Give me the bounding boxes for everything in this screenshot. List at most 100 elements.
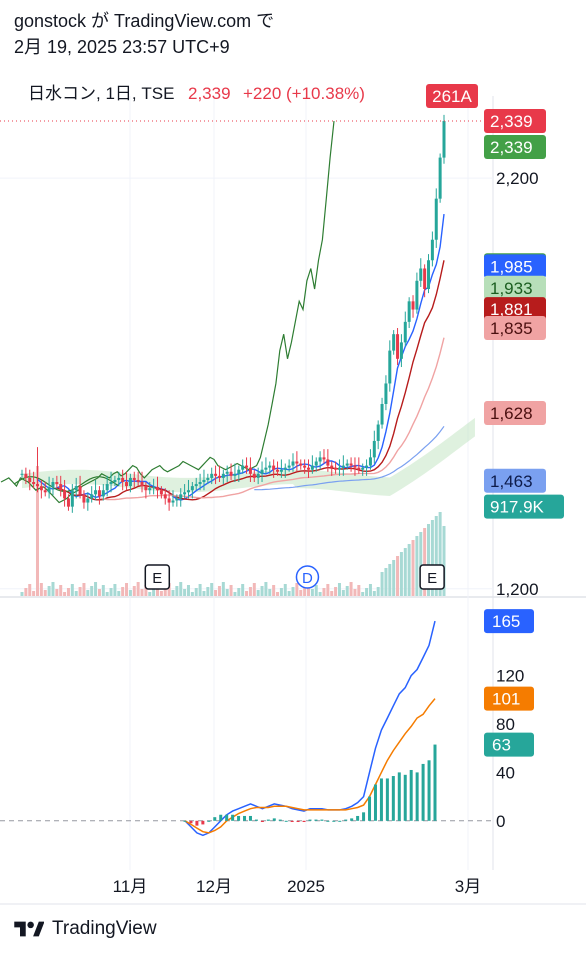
volume-bar bbox=[163, 587, 167, 596]
volume-bar bbox=[384, 568, 388, 596]
volume-bar bbox=[55, 589, 59, 596]
volume-bar bbox=[132, 586, 136, 596]
volume-bar bbox=[256, 590, 260, 596]
candle-body bbox=[388, 350, 392, 384]
candle-body bbox=[32, 482, 36, 485]
candle-body bbox=[337, 467, 341, 470]
osc-histogram-bar bbox=[225, 814, 229, 821]
candle-body bbox=[97, 490, 101, 497]
candle-body bbox=[237, 469, 241, 474]
osc-histogram-bar bbox=[433, 744, 437, 821]
volume-bar bbox=[229, 585, 233, 596]
volume-bar bbox=[411, 540, 415, 596]
volume-bar bbox=[276, 592, 280, 596]
candle-body bbox=[152, 486, 156, 489]
ticker-tag bbox=[426, 84, 478, 108]
volume-bar bbox=[349, 582, 353, 596]
footer-brand: TradingView bbox=[52, 918, 157, 939]
event-marker-label: E bbox=[152, 570, 162, 587]
volume-bar bbox=[28, 584, 32, 596]
time-axis-tick: 11月 bbox=[113, 877, 148, 896]
candle-body bbox=[51, 482, 55, 487]
candle-body bbox=[28, 477, 32, 483]
candle-body bbox=[392, 334, 396, 351]
candle-body bbox=[198, 482, 202, 485]
volume-bar bbox=[388, 564, 392, 596]
osc-histogram-bar bbox=[421, 763, 425, 821]
volume-bar bbox=[206, 587, 210, 596]
osc-histogram-bar bbox=[409, 769, 413, 821]
price-tag-label: 1,985 bbox=[490, 257, 533, 276]
price-tag bbox=[484, 316, 546, 341]
osc-histogram-bar bbox=[344, 819, 348, 821]
osc-axis-tick: 120 bbox=[496, 667, 524, 686]
volume-bar bbox=[225, 589, 229, 596]
volume-bar bbox=[357, 585, 361, 596]
volume-bar bbox=[241, 584, 245, 596]
volume-bar bbox=[372, 591, 376, 596]
volume-bar bbox=[361, 592, 365, 596]
time-axis-tick: 3月 bbox=[455, 877, 481, 896]
candle-body bbox=[148, 488, 152, 491]
volume-bar bbox=[399, 552, 403, 596]
header: gonstock が TradingView.com で 2月 19, 2025… bbox=[14, 8, 274, 60]
volume-bar bbox=[237, 588, 241, 596]
price-tag bbox=[484, 297, 546, 322]
price-tag bbox=[484, 135, 546, 160]
candle-body bbox=[113, 479, 117, 483]
osc-line-blue bbox=[184, 620, 436, 837]
volume-bar bbox=[43, 590, 47, 596]
candle-body bbox=[303, 465, 307, 468]
price-tag bbox=[484, 494, 564, 519]
candle-body bbox=[252, 473, 256, 478]
candle-body bbox=[306, 467, 310, 470]
volume-bar bbox=[283, 584, 287, 596]
volume-bar bbox=[32, 591, 36, 596]
osc-histogram-bar bbox=[231, 814, 235, 821]
candle-body bbox=[86, 498, 90, 503]
candle-body bbox=[66, 498, 70, 507]
price-tag bbox=[484, 468, 546, 493]
price-tag-label: 1,881 bbox=[490, 300, 533, 319]
osc-histogram-bar bbox=[201, 820, 205, 825]
volume-bar bbox=[167, 583, 171, 596]
ma-short-line bbox=[37, 214, 445, 501]
candle-body bbox=[345, 463, 349, 466]
volume-bar bbox=[345, 586, 349, 596]
ticker-tag-label: 261A bbox=[432, 87, 472, 106]
volume-bar bbox=[268, 589, 272, 596]
candle-body bbox=[167, 498, 171, 503]
candle-body bbox=[214, 473, 218, 476]
legend-price: 2,339 bbox=[188, 84, 231, 103]
osc-histogram-bar bbox=[272, 818, 276, 821]
volume-bar bbox=[217, 586, 221, 596]
osc-histogram-bar bbox=[332, 820, 336, 822]
candle-body bbox=[47, 486, 51, 493]
volume-bar bbox=[109, 588, 113, 596]
candle-body bbox=[318, 457, 322, 462]
volume-bar bbox=[39, 583, 43, 596]
volume-bar bbox=[198, 584, 202, 596]
price-chart[interactable]: 1,200 2,200 日水コン, 1日, TSE 2,339 +220 (+10.38… bbox=[0, 0, 586, 910]
osc-tag bbox=[484, 609, 534, 634]
price-tag-label: 2,339 bbox=[490, 112, 533, 131]
volume-bar bbox=[66, 588, 70, 596]
volume-bar bbox=[121, 587, 125, 596]
volume-bar bbox=[179, 582, 183, 596]
candle-body bbox=[156, 486, 160, 491]
volume-bar bbox=[190, 592, 194, 596]
candle-body bbox=[210, 473, 214, 478]
volume-bar bbox=[82, 583, 86, 596]
candle-body bbox=[272, 465, 276, 470]
osc-axis-tick: 0 bbox=[496, 812, 505, 831]
volume-bar bbox=[368, 584, 372, 596]
price-tag-label: 1,835 bbox=[490, 319, 533, 338]
candle-body bbox=[256, 473, 260, 478]
volume-bar bbox=[136, 582, 140, 596]
candle-body bbox=[128, 477, 132, 487]
candle-body bbox=[268, 465, 272, 468]
volume-bar bbox=[272, 585, 276, 596]
volume-bar bbox=[59, 585, 63, 596]
osc-tag bbox=[484, 732, 534, 757]
osc-histogram-bar bbox=[403, 774, 407, 821]
